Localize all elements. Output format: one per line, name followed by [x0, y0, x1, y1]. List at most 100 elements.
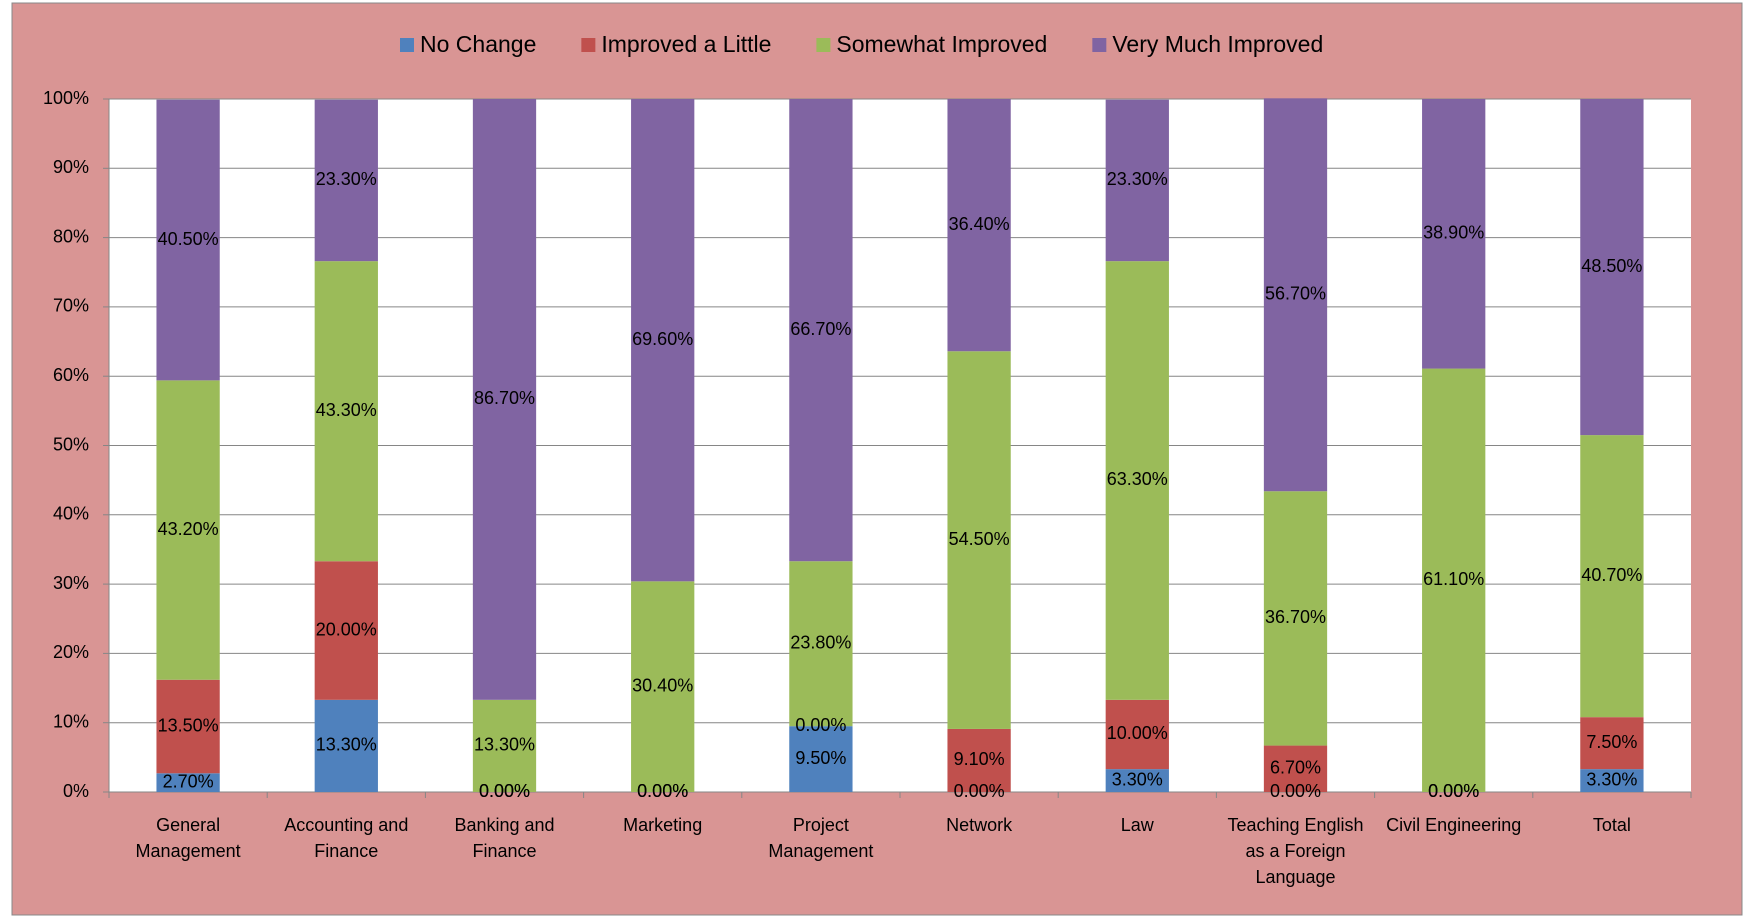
data-label: 69.60% — [632, 329, 693, 349]
legend-label: Somewhat Improved — [836, 31, 1047, 57]
data-label: 3.30% — [1586, 769, 1637, 789]
data-label: 43.30% — [316, 400, 377, 420]
data-label: 9.10% — [954, 749, 1005, 769]
bar-segment — [314, 261, 378, 562]
y-tick-label: 90% — [53, 157, 89, 177]
legend-label: No Change — [420, 31, 536, 57]
data-label: 23.30% — [316, 169, 377, 189]
bar-segment — [631, 99, 695, 582]
data-label: 2.70% — [163, 771, 214, 791]
data-label: 43.20% — [158, 519, 219, 539]
legend-label: Very Much Improved — [1112, 31, 1323, 57]
y-tick-label: 0% — [63, 781, 89, 801]
data-label: 6.70% — [1270, 758, 1321, 778]
x-tick-label: Teaching English as a Foreign Language — [1227, 815, 1364, 887]
x-tick-label: Network — [946, 815, 1013, 835]
x-tick-label: Project Management — [768, 815, 874, 861]
data-label: 0.00% — [954, 781, 1005, 801]
data-label: 0.00% — [795, 715, 846, 735]
x-label-box: Project Management — [768, 815, 874, 861]
bar-segment — [314, 699, 378, 792]
y-tick-label: 80% — [53, 226, 89, 246]
x-label-box: Total — [1592, 815, 1631, 835]
data-label: 20.00% — [316, 619, 377, 639]
bar-segment — [1263, 745, 1328, 792]
data-label: 36.40% — [949, 214, 1010, 234]
bar-segment — [1580, 435, 1644, 718]
bar-segment — [789, 561, 853, 727]
data-label: 40.70% — [1581, 565, 1642, 585]
x-label-box: Network — [946, 815, 1013, 835]
bar-segment — [1580, 769, 1644, 792]
x-tick-label: Marketing — [623, 815, 703, 835]
bar-segment — [1422, 99, 1486, 369]
y-tick-label: 100% — [43, 88, 89, 108]
bar-segment — [156, 380, 220, 680]
data-label: 40.50% — [158, 229, 219, 249]
bar-segment — [156, 679, 220, 774]
x-tick-label: Banking and Finance — [454, 815, 555, 861]
x-label-box: Teaching English as a Foreign Language — [1227, 815, 1364, 887]
data-label: 0.00% — [637, 781, 688, 801]
data-label: 7.50% — [1586, 732, 1637, 752]
data-label: 0.00% — [1428, 781, 1479, 801]
data-label: 3.30% — [1112, 769, 1163, 789]
x-label-box: General Management — [135, 815, 241, 861]
x-tick-label: General Management — [135, 815, 241, 861]
bar-segment — [1580, 99, 1644, 436]
data-label: 61.10% — [1423, 569, 1484, 589]
y-tick-label: 70% — [53, 296, 89, 316]
bar-segment — [631, 581, 695, 792]
data-label: 10.00% — [1107, 723, 1168, 743]
bar-segment — [789, 99, 853, 562]
data-label: 0.00% — [1270, 781, 1321, 801]
data-label: 66.70% — [790, 319, 851, 339]
bar-segment — [156, 99, 220, 381]
data-label: 30.40% — [632, 675, 693, 695]
y-tick-label: 20% — [53, 642, 89, 662]
legend-swatch — [581, 38, 596, 52]
bar-segment — [314, 561, 378, 700]
data-label: 48.50% — [1581, 256, 1642, 276]
bar-segment — [472, 99, 537, 700]
data-label: 23.30% — [1107, 169, 1168, 189]
legend: No Change Improved a Little Somewhat Impro… — [400, 31, 1323, 57]
y-tick-label: 30% — [53, 573, 89, 593]
x-label-box: Accounting and Finance — [284, 815, 409, 861]
bar-segment — [947, 728, 1011, 792]
x-tick-label: Total — [1592, 815, 1631, 835]
y-tick-label: 10% — [53, 711, 89, 731]
data-label: 63.30% — [1107, 469, 1168, 489]
bar-segment — [156, 773, 220, 792]
x-tick-label: Civil Engineering — [1386, 815, 1522, 835]
data-label: 86.70% — [474, 388, 535, 408]
legend-swatch — [1092, 38, 1107, 52]
x-label-box: Banking and Finance — [454, 815, 555, 861]
data-label: 54.50% — [949, 529, 1010, 549]
bar-segment — [947, 99, 1011, 352]
bar-segment — [1105, 261, 1169, 700]
legend-swatch — [400, 38, 414, 52]
data-label: 23.80% — [790, 632, 851, 652]
bar-segment — [1263, 491, 1328, 746]
data-label: 13.30% — [316, 735, 377, 755]
x-tick-label: Accounting and Finance — [284, 815, 409, 861]
bar-segment — [314, 99, 378, 262]
data-label: 38.90% — [1423, 223, 1484, 243]
bar-segment — [1105, 99, 1169, 262]
bar-segment — [1263, 98, 1328, 492]
data-label: 0.00% — [479, 781, 530, 801]
data-label: 13.30% — [474, 735, 535, 755]
y-tick-label: 60% — [53, 365, 89, 385]
legend-label: Improved a Little — [601, 31, 771, 57]
x-label-box: Marketing — [623, 815, 703, 835]
data-label: 56.70% — [1265, 284, 1326, 304]
bar-segment — [472, 699, 537, 792]
bar-segment — [1580, 717, 1644, 770]
bar-segment — [947, 351, 1011, 729]
data-label: 0.00% — [637, 781, 688, 801]
y-tick-label: 50% — [53, 434, 89, 454]
x-label-box: Civil Engineering — [1386, 815, 1522, 835]
